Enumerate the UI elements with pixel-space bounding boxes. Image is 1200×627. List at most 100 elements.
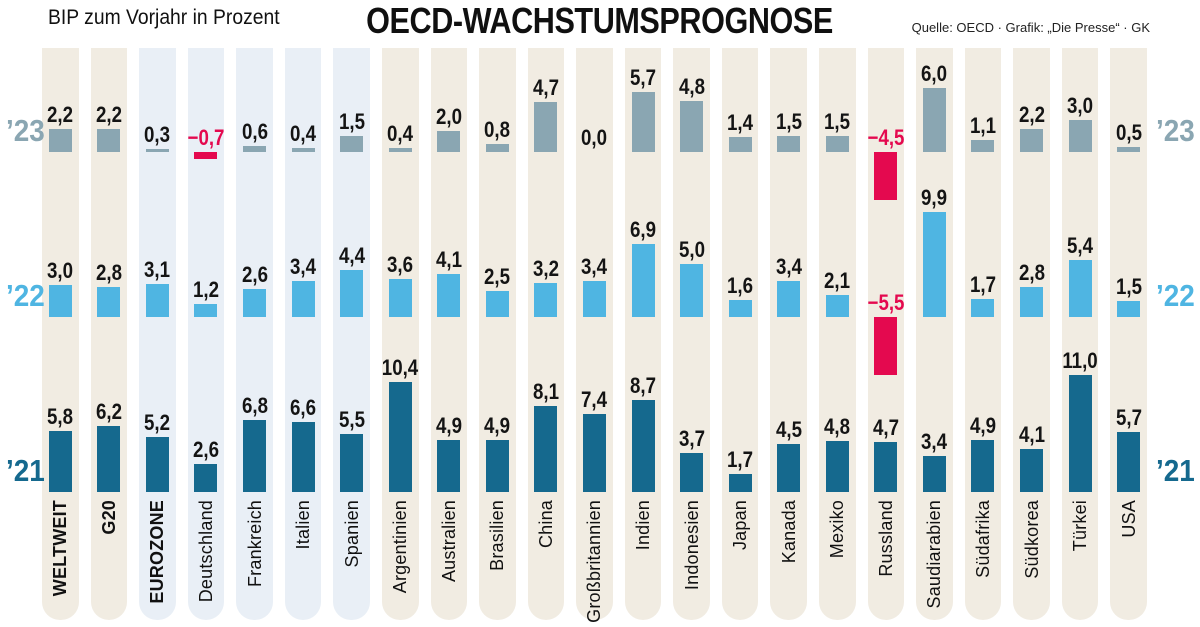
bar-value-label: 5,5 (338, 406, 365, 432)
bar-value-label: 4,1 (1018, 421, 1045, 447)
bar-2022 (48, 285, 72, 317)
bar-value-label: 5,8 (47, 403, 74, 429)
bar-2021 (340, 433, 364, 492)
category-label: Frankreich (244, 500, 265, 588)
bar-2021 (582, 413, 606, 492)
chart-column: 4,8 5,0 3,7 Indonesien (673, 48, 710, 620)
bar-value-label: 10,4 (382, 354, 419, 380)
row-label-2022-left: ’22 (6, 278, 45, 313)
bar-value-label: 3,1 (144, 257, 171, 283)
bar-2021 (680, 452, 704, 492)
bar-value-label: 3,4 (921, 428, 948, 454)
chart-column: 1,5 2,1 4,8 Mexiko (819, 48, 856, 620)
bar-2023 (97, 128, 121, 152)
bar-value-label: 3,4 (290, 253, 317, 279)
category-label: Japan (730, 500, 751, 551)
bar-value-label: 6,2 (95, 399, 122, 425)
bar-value-label: 3,4 (581, 253, 608, 279)
bar-2022 (1068, 259, 1092, 317)
bar-value-label: 4,9 (484, 413, 511, 439)
bar-value-label: 2,8 (95, 260, 122, 286)
bar-2021 (971, 440, 995, 492)
bar-2023 (243, 145, 267, 152)
bar-value-label: 5,0 (678, 237, 705, 262)
category-label: G20 (98, 500, 119, 535)
bar-value-label: 2,2 (1018, 101, 1045, 127)
category-label: Mexiko (827, 500, 848, 559)
row-label-2021-left: ’21 (6, 453, 45, 488)
bar-value-label: 0,0 (581, 125, 608, 150)
bar-value-label: 4,8 (678, 74, 705, 100)
bar-2021 (728, 473, 752, 492)
bar-value-label: 6,0 (921, 61, 948, 87)
bar-2022 (534, 283, 558, 317)
bar-value-label: 5,7 (630, 64, 657, 90)
category-label: Brasilien (487, 500, 508, 571)
category-label: Indien (633, 500, 654, 551)
bar-value-label: 1,5 (1115, 274, 1142, 300)
bar-2021 (874, 442, 898, 492)
bar-value-label: −4,5 (867, 125, 905, 150)
bar-value-label: 2,0 (435, 103, 462, 129)
bar-2023 (1068, 120, 1092, 152)
bar-value-label: 2,1 (824, 267, 851, 293)
bar-2022 (728, 300, 752, 317)
bar-2021 (145, 436, 169, 492)
bar-value-label: 2,2 (95, 101, 122, 127)
bar-2022 (291, 280, 315, 317)
chart-column: 2,2 2,8 6,2 G20 (90, 48, 128, 620)
bar-2023 (340, 136, 364, 152)
bar-value-label: 9,9 (921, 185, 948, 211)
chart-column: 3,0 5,4 11,0 Türkei (1061, 48, 1099, 620)
bar-value-label: 2,2 (47, 101, 74, 127)
chart-column: −4,5 −5,5 4,7 Russland (867, 48, 905, 620)
chart-column: 6,0 9,9 3,4 Saudiarabien (916, 48, 953, 620)
bar-2022 (582, 280, 606, 317)
bar-value-label: 3,7 (678, 425, 705, 451)
bar-2022 (194, 304, 218, 317)
bar-2023 (825, 136, 849, 152)
chart-column: 2,2 3,0 5,8 WELTWEIT (42, 48, 79, 620)
bar-value-label: 6,6 (290, 395, 317, 421)
bar-2022 (485, 290, 509, 317)
bar-2023 (777, 136, 801, 152)
bar-value-label: 7,4 (581, 386, 608, 412)
bar-2023 (291, 147, 315, 152)
row-label-2022-right: ’22 (1156, 278, 1195, 313)
chart-subtitle: BIP zum Vorjahr in Prozent (48, 6, 280, 29)
bar-value-label: 2,5 (484, 263, 511, 289)
bar-value-label: 4,7 (532, 75, 559, 101)
bar-2022 (437, 273, 461, 317)
bar-value-label: 1,7 (969, 271, 996, 297)
category-label: EUROZONE (147, 500, 168, 604)
bar-value-label: 3,0 (1067, 93, 1094, 119)
bar-value-label: 1,7 (727, 446, 754, 472)
bar-2023 (1020, 128, 1044, 152)
row-label-2023-right: ’23 (1156, 113, 1195, 148)
chart-column: 0,0 3,4 7,4 Großbritannien (576, 48, 613, 623)
chart-column: 0,8 2,5 4,9 Brasilien (479, 48, 516, 620)
bar-2023 (631, 91, 655, 152)
bar-2022 (340, 270, 364, 317)
bar-2021 (1068, 375, 1092, 492)
bar-2022 (971, 298, 995, 317)
bar-value-label: 3,4 (775, 253, 802, 279)
bar-2022 (825, 294, 849, 317)
chart-column: 1,4 1,6 1,7 Japan (721, 48, 759, 620)
bar-value-label: 1,5 (775, 109, 802, 135)
bar-value-label: 5,4 (1067, 232, 1094, 258)
bar-value-label: 11,0 (1062, 348, 1098, 374)
bar-value-label: 0,5 (1115, 119, 1142, 145)
bar-value-label: 2,6 (241, 262, 268, 288)
bar-2023 (874, 152, 898, 200)
row-label-2021-right: ’21 (1156, 453, 1195, 488)
bar-2022 (1117, 301, 1141, 317)
bar-value-label: 4,4 (338, 243, 365, 269)
bar-2021 (922, 455, 946, 492)
bar-value-label: 4,1 (435, 246, 462, 272)
bar-value-label: 6,9 (630, 216, 657, 242)
bar-value-label: 0,4 (290, 120, 317, 146)
bar-value-label: 1,4 (727, 110, 754, 136)
chart-column: 1,5 3,4 4,5 Kanada (770, 48, 807, 620)
